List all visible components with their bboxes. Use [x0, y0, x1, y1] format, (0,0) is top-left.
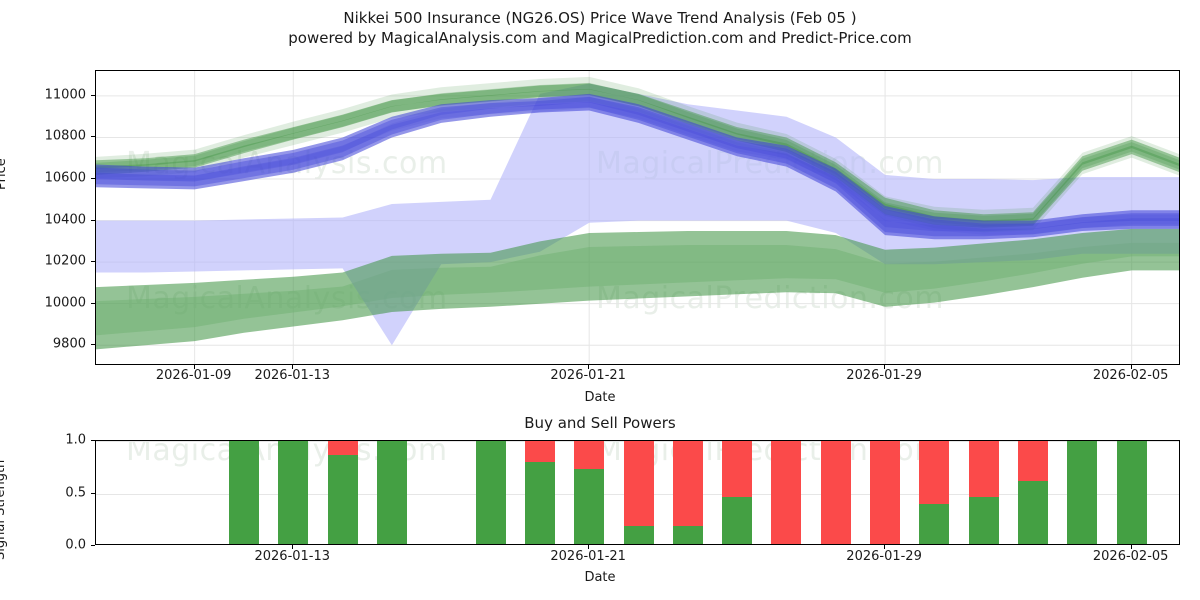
price-x-tickmark — [884, 365, 886, 369]
signal-chart-title: Buy and Sell Powers — [524, 414, 676, 432]
price-x-tickmark — [292, 365, 294, 369]
sell-power-segment — [870, 441, 901, 544]
signal-plot-area: MagicalAnalysis.com MagicalPrediction.co… — [95, 440, 1180, 545]
signal-bar — [228, 441, 259, 544]
sell-power-segment — [722, 441, 753, 497]
buy-power-segment — [1067, 441, 1098, 544]
buy-power-segment — [623, 526, 654, 544]
sell-power-segment — [623, 441, 654, 527]
price-y-tickmark — [91, 219, 95, 221]
signal-bar — [919, 441, 950, 544]
signal-x-tickmark — [884, 545, 886, 549]
price-y-tickmark — [91, 261, 95, 263]
signal-y-tick: 0.5 — [65, 485, 86, 500]
price-wave-bands — [96, 71, 1179, 364]
buy-power-segment — [919, 504, 950, 544]
chart-subtitle: powered by MagicalAnalysis.com and Magic… — [288, 29, 912, 47]
sell-power-segment — [524, 441, 555, 463]
buy-power-segment — [722, 496, 753, 544]
price-y-tickmark — [91, 302, 95, 304]
signal-bar — [623, 441, 654, 544]
buy-power-segment — [574, 469, 605, 544]
sell-power-segment — [672, 441, 703, 527]
sell-power-segment — [968, 441, 999, 497]
price-y-tickmark — [91, 178, 95, 180]
signal-y-tickmark — [91, 492, 95, 494]
sell-power-segment — [919, 441, 950, 505]
buy-power-segment — [376, 441, 407, 544]
signal-y-tick: 0.0 — [65, 537, 86, 553]
signal-bar — [771, 441, 802, 544]
price-x-tick: 2026-01-21 — [550, 368, 626, 383]
price-x-tick: 2026-01-13 — [254, 368, 331, 383]
signal-x-tick: 2026-01-21 — [550, 549, 626, 564]
price-y-tickmark — [91, 94, 95, 96]
signal-bar — [672, 441, 703, 544]
price-y-tick: 10600 — [44, 170, 86, 186]
signal-x-tickmark — [588, 545, 590, 549]
buy-power-segment — [475, 441, 506, 544]
sell-power-segment — [574, 441, 605, 470]
price-y-tick: 10200 — [44, 253, 86, 269]
signal-bar — [1116, 441, 1147, 544]
buy-power-segment — [278, 441, 309, 544]
price-x-tickmark — [1130, 365, 1132, 369]
price-x-axis-label: Date — [584, 390, 616, 405]
signal-y-tick: 1.0 — [65, 432, 86, 448]
signal-bar — [1018, 441, 1049, 544]
signal-x-tickmark — [292, 545, 294, 549]
signal-bar — [574, 441, 605, 544]
signal-y-tickmark — [91, 545, 95, 546]
signal-x-tick: 2026-02-05 — [1092, 549, 1169, 564]
signal-y-tickmark — [91, 440, 95, 441]
signal-bar — [524, 441, 555, 544]
signal-x-tickmark — [1130, 545, 1132, 549]
price-x-tick: 2026-01-29 — [846, 368, 922, 383]
signal-bar — [722, 441, 753, 544]
buy-power-segment — [968, 496, 999, 544]
signal-bar — [968, 441, 999, 544]
signal-x-tick: 2026-01-13 — [254, 549, 331, 564]
sell-power-segment — [820, 441, 851, 544]
buy-power-segment — [524, 462, 555, 544]
sell-power-segment — [1018, 441, 1049, 481]
page-title: Nikkei 500 Insurance (NG26.OS) Price Wav… — [0, 8, 1200, 48]
buy-power-segment — [228, 441, 259, 544]
signal-bar — [820, 441, 851, 544]
price-y-tickmark — [91, 344, 95, 346]
signal-bar — [475, 441, 506, 544]
price-x-tick: 2026-02-05 — [1092, 368, 1169, 383]
signal-bar — [278, 441, 309, 544]
signal-x-tick: 2026-01-29 — [846, 549, 922, 564]
price-y-tick: 10400 — [44, 212, 86, 228]
signal-bar — [870, 441, 901, 544]
buy-power-segment — [1018, 481, 1049, 544]
buy-power-segment — [327, 454, 358, 544]
price-x-tickmark — [193, 365, 195, 369]
price-x-tick: 2026-01-09 — [155, 368, 232, 383]
price-y-tick: 11000 — [44, 87, 86, 103]
buy-power-segment — [1116, 441, 1147, 544]
signal-bar — [1067, 441, 1098, 544]
price-y-tickmark — [91, 136, 95, 138]
price-y-tick: 9800 — [52, 336, 86, 352]
price-x-tickmark — [588, 365, 590, 369]
signal-bar — [376, 441, 407, 544]
sell-power-segment — [771, 441, 802, 544]
chart-title: Nikkei 500 Insurance (NG26.OS) Price Wav… — [343, 9, 857, 27]
sell-power-segment — [327, 441, 358, 455]
signal-bar — [327, 441, 358, 544]
price-y-tick: 10800 — [44, 128, 86, 144]
price-y-tick: 10000 — [44, 295, 86, 311]
signal-x-axis-label: Date — [584, 570, 616, 585]
price-plot-area: MagicalAnalysis.com MagicalPrediction.co… — [95, 70, 1180, 365]
buy-power-segment — [672, 526, 703, 544]
